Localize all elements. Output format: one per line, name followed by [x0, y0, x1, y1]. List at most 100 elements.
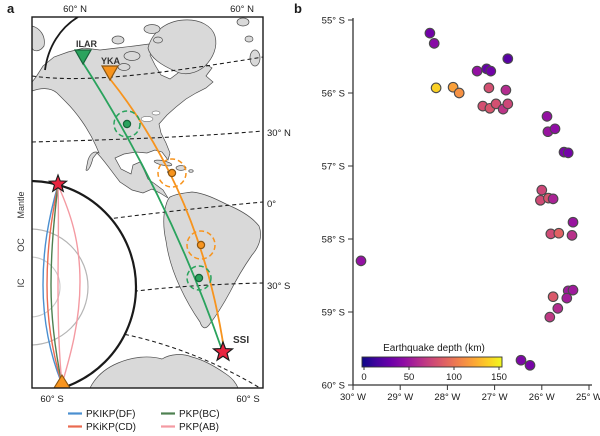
- orange-dashed-circle-2: [186, 230, 216, 260]
- ray-pkp-bc: [50, 184, 63, 385]
- projection-arc: [44, 17, 79, 71]
- station-yka-triangle: [100, 65, 120, 82]
- lat-label-60n-right: 60° N: [230, 4, 254, 15]
- x-tick-label: 25° W: [576, 392, 600, 403]
- orange-bounce-dot-2: [196, 240, 206, 250]
- colorbar-ticks: 0 50 100 150: [361, 367, 507, 383]
- arctic-island: [111, 35, 125, 45]
- lat-label-30n: 30° N: [267, 128, 291, 139]
- earthquake-point: [490, 98, 502, 110]
- north-atlantic-island: [236, 17, 250, 27]
- panel-a-label: a: [7, 1, 15, 16]
- earthquake-point: [502, 98, 514, 110]
- colorbar-gradient: [361, 356, 503, 368]
- lat-label-30s: 30° S: [267, 281, 290, 292]
- x-tick-label: 29° W: [387, 392, 413, 403]
- y-tick-label: 55° S: [322, 15, 345, 26]
- colorbar-tick-label: 0: [361, 372, 366, 383]
- x-tick-label: 30° W: [340, 392, 366, 403]
- green-dashed-circle: [113, 110, 141, 138]
- earthquake-point: [536, 184, 548, 196]
- hispaniola: [175, 165, 187, 171]
- inset-source-star: [47, 173, 69, 193]
- y-tick-label: 59° S: [322, 307, 345, 318]
- earthquake-point: [424, 27, 436, 39]
- lat-label-60n-left: 60° N: [63, 4, 87, 15]
- ray-pkp-ab: [57, 184, 81, 385]
- legend-item-label: PKP(AB): [179, 422, 219, 433]
- y-tick-label: 60° S: [322, 380, 345, 391]
- earthquake-point: [485, 65, 497, 77]
- colorbar-tick-label: 100: [446, 372, 462, 383]
- arctic-island: [143, 24, 161, 34]
- earthquake-point: [567, 284, 579, 296]
- ray-pkikp-df: [42, 184, 63, 385]
- legend-item-label: PKIKP(DF): [86, 409, 135, 420]
- earthquake-point: [544, 311, 556, 323]
- panel-a: a 60° N 60° N 60° S 60° S 30° N 0° 30° S…: [7, 1, 291, 433]
- raypath-ilar-ssi: [82, 62, 223, 351]
- y-tick-label: 58° S: [322, 234, 345, 245]
- greenland: [147, 19, 217, 75]
- earthquake-point: [566, 230, 578, 241]
- x-tick-label: 28° W: [434, 392, 460, 403]
- graticule-0: [99, 201, 263, 221]
- colorbar: Earthquake depth (km) 0 50 100 150: [361, 343, 507, 383]
- ray-pkp-ab-inner: [57, 184, 63, 385]
- north-atlantic-island: [244, 35, 254, 43]
- earthquake-point: [567, 216, 579, 228]
- green-bounce-dot: [122, 119, 132, 129]
- earthquake-point: [547, 193, 559, 205]
- station-ilar-triangle: [73, 49, 93, 66]
- raypath-yka-ssi: [109, 78, 225, 350]
- earthquake-point: [541, 111, 553, 122]
- ssi-event-star: [211, 340, 235, 362]
- earthquake-point: [483, 82, 495, 94]
- panel-b-label: b: [294, 1, 302, 16]
- x-tick-label: 27° W: [482, 392, 508, 403]
- siberia-coast: [32, 25, 45, 52]
- earthquake-points: [355, 27, 579, 371]
- lat-label-60s-left: 60° S: [40, 394, 63, 405]
- earthquake-point: [553, 227, 565, 239]
- arctic-island: [123, 51, 141, 61]
- graticules: [32, 17, 263, 388]
- earthquake-point: [547, 291, 559, 303]
- earthquake-point: [561, 292, 573, 304]
- x-tick-label: 26° W: [529, 392, 555, 403]
- earthquake-point: [562, 147, 574, 159]
- station-yka-label: YKA: [101, 56, 121, 66]
- phase-legend: PKIKP(DF) PKP(BC) PKiKP(CD) PKP(AB): [68, 409, 220, 433]
- colorbar-title: Earthquake depth (km): [383, 343, 485, 354]
- axis-ticks: 30° W 29° W 28° W 27° W 26° W 25° W 55° S 56° S…: [322, 15, 600, 403]
- earth-inset: [32, 173, 138, 388]
- map-area: [32, 17, 263, 388]
- antarctica: [89, 354, 239, 388]
- colorbar-tick-label: 50: [404, 372, 415, 383]
- earthquake-point: [500, 84, 512, 96]
- inset-label-ic: IC: [16, 278, 26, 288]
- y-tick-label: 57° S: [322, 161, 345, 172]
- south-america-landmass: [163, 191, 261, 329]
- green-bounce-dot-2: [194, 273, 204, 283]
- orange-dashed-circle: [157, 158, 187, 188]
- earthquake-point: [552, 303, 564, 314]
- legend-item-label: PKiKP(CD): [86, 422, 136, 433]
- legend-item-label: PKP(BC): [179, 409, 220, 420]
- earthquake-point: [524, 359, 536, 371]
- inset-icb-circle: [32, 256, 61, 318]
- earthquake-point: [471, 65, 483, 77]
- panel-b: b 30° W 29° W 28° W 27° W 26° W 25° W 55° S 56°…: [294, 1, 600, 403]
- earthquake-point: [430, 82, 442, 94]
- great-lakes-2: [151, 110, 161, 116]
- earthquake-point: [549, 123, 561, 135]
- earthquake-point: [453, 87, 465, 99]
- y-tick-label: 56° S: [322, 88, 345, 99]
- great-lakes: [140, 116, 154, 122]
- green-dashed-circle-2: [186, 265, 212, 291]
- coastlines: [32, 17, 261, 388]
- map-frame: [31, 16, 264, 389]
- station-ilar-label: ILAR: [76, 39, 97, 49]
